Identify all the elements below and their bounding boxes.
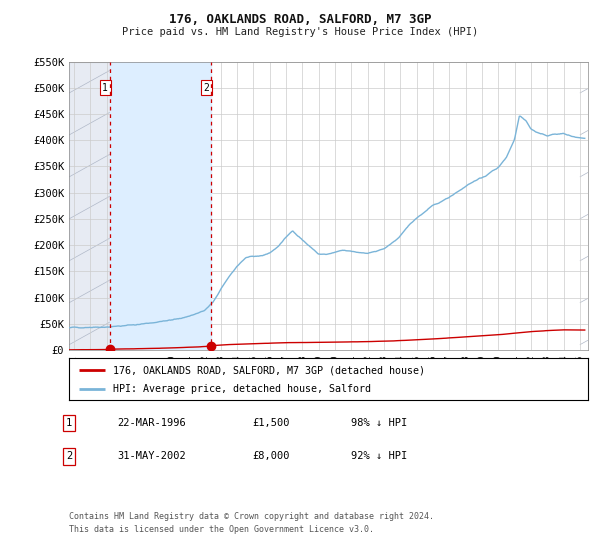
Text: 2: 2 (66, 451, 72, 461)
Text: 176, OAKLANDS ROAD, SALFORD, M7 3GP (detached house): 176, OAKLANDS ROAD, SALFORD, M7 3GP (det… (113, 365, 425, 375)
Text: 176, OAKLANDS ROAD, SALFORD, M7 3GP: 176, OAKLANDS ROAD, SALFORD, M7 3GP (169, 13, 431, 26)
Text: 22-MAR-1996: 22-MAR-1996 (117, 418, 186, 428)
Text: 1: 1 (102, 83, 108, 93)
Text: 2: 2 (203, 83, 209, 93)
Text: 98% ↓ HPI: 98% ↓ HPI (351, 418, 407, 428)
Text: Contains HM Land Registry data © Crown copyright and database right 2024.
This d: Contains HM Land Registry data © Crown c… (69, 512, 434, 534)
Text: £1,500: £1,500 (252, 418, 290, 428)
Text: Price paid vs. HM Land Registry's House Price Index (HPI): Price paid vs. HM Land Registry's House … (122, 27, 478, 38)
Text: 1: 1 (66, 418, 72, 428)
Text: HPI: Average price, detached house, Salford: HPI: Average price, detached house, Salf… (113, 385, 371, 394)
Bar (110, 62, 211, 350)
Text: £8,000: £8,000 (252, 451, 290, 461)
Text: 92% ↓ HPI: 92% ↓ HPI (351, 451, 407, 461)
Text: 31-MAY-2002: 31-MAY-2002 (117, 451, 186, 461)
Bar (69, 62, 110, 350)
